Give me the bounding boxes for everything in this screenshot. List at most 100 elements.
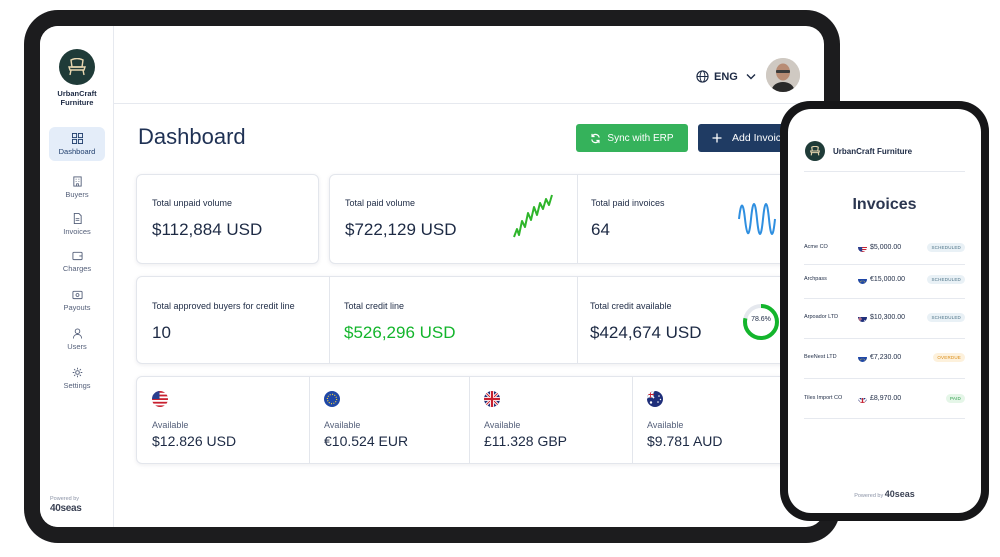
invoice-buyer: Archpass [804,276,827,282]
aud-balance-value: $9.781 AUD [647,433,723,449]
invoice-amount: €7,230.00 [870,354,902,361]
sidebar-item-charges[interactable]: Charges [49,244,105,278]
sidebar-item-users[interactable]: Users [49,322,105,356]
invoice-amount: $10,300.00 [870,314,906,321]
us-flag-icon [152,391,168,407]
au-flag-icon [858,313,867,322]
unpaid-volume-label: Total unpaid volume [152,198,233,208]
phone-device: UrbanCraft Furniture Invoices Acme CO $5… [780,101,989,521]
credit-available-value: $424,674 USD [590,323,702,342]
phone-page-title: Invoices [852,196,917,213]
usd-balance-value: $12.826 USD [152,433,237,449]
page-title: Dashboard [138,124,246,149]
sidebar-item-settings[interactable]: Settings [49,361,105,395]
card-divider [632,377,633,463]
phone-brand-logo [805,141,825,161]
paid-volume-value: $722,129 USD [345,220,457,239]
chair-icon [809,146,821,156]
sidebar-item-buyers[interactable]: Buyers [49,170,105,204]
sidebar-item-label: Invoices [63,226,91,236]
card-divider [469,377,470,463]
phone-powered-by: Powered by 40seas [788,489,981,499]
sidebar-item-label: Dashboard [58,146,96,156]
status-badge: SCHEDULED [927,275,965,284]
currency-available-label: Available [152,420,189,430]
phone-brand-name: UrbanCraft Furniture [833,147,913,156]
au-flag-icon [647,391,663,407]
brand-logo [59,49,95,85]
row-divider [804,264,965,265]
card-divider [577,175,578,263]
approved-buyers-value: 10 [152,323,171,342]
eu-flag-icon [324,391,340,407]
eu-flag-icon [858,353,867,362]
invoice-buyer: Tiles Import CO [804,395,843,401]
wallet-icon [71,251,83,260]
brand-name-line1: UrbanCraft [57,89,97,98]
invoice-row[interactable]: Arpoador LTD $10,300.00 SCHEDULED [804,312,965,326]
tablet-device: UrbanCraft Furniture Dashboard Buyers [24,10,840,543]
phone-header-divider [804,171,965,172]
invoice-amount: $5,000.00 [870,244,902,251]
row-divider [804,338,965,339]
card-divider [577,277,578,363]
unpaid-volume-card: Total unpaid volume $112,884 USD [136,174,319,264]
sidebar-item-label: Users [67,341,87,351]
sidebar-item-invoices[interactable]: Invoices [49,207,105,241]
invoice-row[interactable]: Tiles Import CO £8,970.00 PAID [804,393,965,407]
language-label: ENG [714,70,738,83]
invoice-buyer: BeeNest LTD [804,354,837,360]
invoice-row[interactable]: Archpass €15,000.00 SCHEDULED [804,274,965,288]
sync-erp-button[interactable]: Sync with ERP [576,124,688,152]
currency-available-label: Available [647,420,684,430]
credit-line-label: Total credit line [344,301,405,311]
row-divider [804,298,965,299]
globe-icon [696,70,709,83]
credit-available-label: Total credit available [590,301,672,311]
chair-icon [68,58,86,76]
sidebar-item-dashboard[interactable]: Dashboard [49,127,105,161]
phone-powered-by-label: Powered by [854,493,884,499]
status-badge: OVERDUE [933,353,965,362]
sidebar-item-label: Settings [63,380,91,390]
us-flag-icon [858,243,867,252]
language-selector[interactable]: ENG [696,70,761,83]
invoice-row[interactable]: Acme CO $5,000.00 SCHEDULED [804,242,965,256]
paid-invoices-value: 64 [591,220,610,239]
user-photo [766,58,800,92]
currency-available-label: Available [324,420,361,430]
header-divider [114,103,824,104]
gauge-ring [743,304,779,340]
status-badge: SCHEDULED [927,243,965,252]
unpaid-volume-value: $112,884 USD [152,220,263,239]
paid-metrics-card: Total paid volume $722,129 USD Total pai… [329,174,824,264]
gear-icon [72,367,82,377]
status-badge: SCHEDULED [927,313,965,322]
invoice-buyer: Arpoador LTD [804,314,839,320]
sidebar-item-label: Buyers [65,189,89,199]
row-divider [804,418,965,419]
invoice-buyer: Acme CO [804,244,828,250]
chevron-down-icon [746,74,756,80]
credit-metrics-card: Total approved buyers for credit line 10… [136,276,824,364]
phone-screen: UrbanCraft Furniture Invoices Acme CO $5… [788,109,981,513]
gauge-percent: 78.6% [751,316,771,323]
tablet-screen: UrbanCraft Furniture Dashboard Buyers [40,26,824,527]
approved-buyers-label: Total approved buyers for credit line [152,301,295,311]
document-icon [73,212,82,224]
gauge-arc [743,304,779,340]
user-icon [72,327,82,339]
avatar[interactable] [766,58,800,92]
sidebar-item-label: Payouts [63,302,91,312]
invoice-amount: £8,970.00 [870,395,902,402]
sync-erp-label: Sync with ERP [607,132,674,144]
invoice-row[interactable]: BeeNest LTD €7,230.00 OVERDUE [804,352,965,366]
uk-flag-icon [484,391,500,407]
card-divider [309,377,310,463]
sidebar-item-label: Charges [62,263,92,273]
uk-flag-icon [858,394,867,403]
sidebar-item-payouts[interactable]: Payouts [49,283,105,317]
grid-icon [71,132,83,144]
phone-powered-by-logo: 40seas [884,489,915,499]
paid-volume-label: Total paid volume [345,198,416,208]
